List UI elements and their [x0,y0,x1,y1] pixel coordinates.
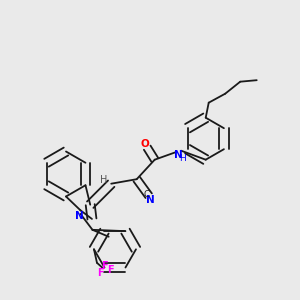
Text: N: N [174,150,183,160]
Text: C: C [143,190,149,199]
Text: O: O [140,139,149,149]
Text: F: F [97,268,103,278]
Text: F: F [101,261,108,271]
Text: N: N [146,195,155,205]
Text: H: H [179,154,186,163]
Text: H: H [100,175,107,185]
Text: F: F [107,265,114,275]
Text: N: N [75,211,83,221]
